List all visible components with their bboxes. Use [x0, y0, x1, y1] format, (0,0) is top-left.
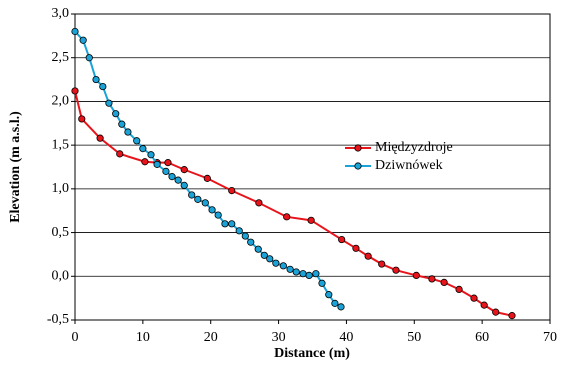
- marker: [331, 299, 339, 307]
- x-tick-label: 70: [543, 330, 557, 345]
- y-tick-label: 2,0: [52, 94, 70, 109]
- marker: [124, 128, 132, 136]
- marker: [480, 301, 488, 309]
- marker: [96, 134, 104, 142]
- y-tick-label: 1,0: [52, 181, 70, 196]
- x-tick-label: 10: [136, 330, 150, 345]
- marker: [470, 294, 478, 302]
- marker: [71, 27, 79, 36]
- legend-label: Dziwnówek: [375, 158, 443, 173]
- marker: [201, 199, 209, 207]
- marker: [307, 216, 315, 224]
- marker: [272, 259, 280, 267]
- marker: [112, 110, 120, 118]
- marker: [241, 232, 249, 240]
- marker: [378, 260, 386, 268]
- marker: [133, 137, 141, 145]
- marker: [164, 159, 172, 167]
- y-axis-title: Elevation (m a.s.l.): [8, 111, 23, 223]
- marker: [412, 271, 420, 280]
- marker: [153, 160, 161, 168]
- marker: [428, 275, 436, 283]
- marker: [283, 213, 291, 221]
- x-axis-title: Distance (m): [274, 346, 350, 361]
- marker: [286, 265, 294, 273]
- y-tick-label: -0,5: [47, 312, 69, 327]
- y-tick-label: 0,0: [52, 269, 70, 284]
- legend-marker: [354, 144, 362, 152]
- marker: [266, 255, 274, 263]
- marker: [78, 115, 86, 123]
- marker: [92, 75, 100, 84]
- series-line: [74, 30, 342, 308]
- marker: [118, 120, 126, 128]
- marker: [279, 262, 287, 270]
- marker: [440, 278, 448, 287]
- marker: [180, 166, 188, 174]
- marker: [228, 220, 236, 228]
- marker: [228, 187, 236, 195]
- x-tick-label: 30: [272, 330, 286, 345]
- marker: [168, 173, 176, 181]
- legend-marker: [354, 162, 362, 170]
- marker: [214, 211, 222, 219]
- marker: [292, 268, 300, 276]
- marker: [203, 174, 211, 182]
- y-tick-label: 1,5: [52, 137, 70, 152]
- y-tick-label: 2,5: [52, 50, 70, 65]
- marker: [247, 238, 255, 246]
- marker: [312, 270, 320, 278]
- x-tick-label: 20: [204, 330, 218, 345]
- marker: [508, 312, 516, 320]
- y-tick-label: 0,5: [52, 225, 70, 240]
- marker: [260, 251, 268, 259]
- y-tick-label: 3,0: [52, 6, 70, 21]
- marker: [99, 82, 107, 91]
- marker: [139, 145, 147, 153]
- marker: [318, 279, 326, 287]
- marker: [392, 266, 400, 274]
- marker: [174, 176, 182, 184]
- marker: [338, 235, 346, 244]
- marker: [299, 270, 307, 278]
- marker: [188, 191, 196, 199]
- marker: [255, 199, 263, 207]
- marker: [235, 227, 243, 235]
- marker: [221, 220, 229, 228]
- marker: [254, 245, 262, 253]
- marker: [352, 244, 360, 252]
- x-tick-label: 50: [407, 330, 421, 345]
- marker: [337, 303, 345, 311]
- x-tick-label: 40: [339, 330, 353, 345]
- x-tick-label: 0: [72, 330, 79, 345]
- plot-frame: [74, 13, 551, 321]
- marker: [194, 195, 202, 203]
- marker: [79, 36, 87, 44]
- marker: [147, 151, 155, 159]
- x-tick-label: 60: [475, 330, 489, 345]
- marker: [141, 158, 149, 166]
- marker: [85, 54, 93, 62]
- marker: [162, 167, 170, 175]
- marker: [455, 285, 463, 293]
- marker: [325, 291, 333, 299]
- marker: [492, 308, 500, 316]
- marker: [180, 181, 188, 189]
- marker: [305, 271, 313, 280]
- marker: [364, 252, 372, 260]
- marker: [116, 150, 124, 158]
- legend-label: Międzyzdroje: [375, 140, 453, 155]
- marker: [105, 99, 113, 107]
- marker: [71, 87, 79, 95]
- marker: [208, 206, 216, 214]
